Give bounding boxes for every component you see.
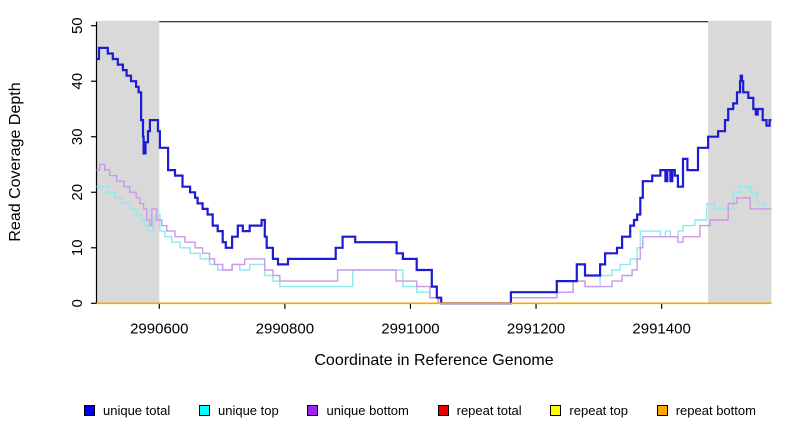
legend-label: unique top bbox=[217, 402, 279, 418]
x-tick-label: 2991400 bbox=[632, 320, 690, 337]
legend: unique total unique top unique bottom repea… bbox=[84, 400, 756, 420]
highlight-region bbox=[708, 20, 772, 304]
y-tick-label: 20 bbox=[69, 184, 86, 201]
legend-swatch bbox=[198, 404, 210, 416]
legend-item-repeat-bottom: repeat bottom bbox=[656, 402, 756, 418]
x-tick-label: 2991000 bbox=[381, 320, 439, 337]
legend-label: unique bottom bbox=[326, 402, 409, 418]
x-axis-title: Coordinate in Reference Genome bbox=[314, 352, 554, 369]
legend-swatch bbox=[656, 404, 668, 416]
y-tick-label: 40 bbox=[69, 73, 86, 90]
series-line-unique-bottom bbox=[96, 163, 772, 304]
x-tick-label: 2990600 bbox=[130, 320, 188, 337]
y-tick-label: 0 bbox=[69, 299, 86, 307]
x-tick-label: 2991200 bbox=[507, 320, 565, 337]
y-axis-title: Read Coverage Depth bbox=[7, 82, 24, 242]
legend-swatch bbox=[437, 404, 449, 416]
legend-label: repeat bottom bbox=[675, 402, 756, 418]
legend-item-unique-total: unique total bbox=[84, 403, 170, 418]
legend-swatch bbox=[550, 404, 562, 416]
legend-swatch bbox=[84, 404, 95, 416]
x-tick-label: 2990800 bbox=[256, 320, 314, 337]
legend-label: repeat top bbox=[569, 402, 628, 418]
legend-item-unique-top: unique top bbox=[198, 402, 279, 418]
legend-item-repeat-top: repeat top bbox=[550, 403, 628, 418]
legend-item-unique-bottom: unique bottom bbox=[307, 402, 409, 418]
y-tick-label: 10 bbox=[69, 239, 86, 256]
legend-label: repeat total bbox=[456, 402, 522, 418]
legend-label: unique total bbox=[103, 402, 171, 418]
y-tick-label: 50 bbox=[69, 17, 86, 34]
series-line-unique-top bbox=[96, 186, 772, 304]
legend-item-repeat-total: repeat total bbox=[437, 402, 522, 418]
plot-area: 2990600 2990800 2991000 2991200 2991400 0 10 20… bbox=[69, 17, 772, 337]
highlight-region bbox=[96, 20, 160, 304]
y-tick-label: 30 bbox=[69, 128, 86, 145]
legend-swatch bbox=[307, 404, 319, 416]
series-line-unique-total bbox=[96, 46, 772, 305]
